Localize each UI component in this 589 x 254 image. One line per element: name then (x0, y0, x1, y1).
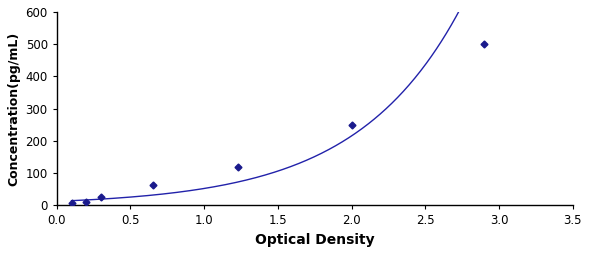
Y-axis label: Concentration(pg/mL): Concentration(pg/mL) (7, 31, 20, 186)
X-axis label: Optical Density: Optical Density (255, 233, 375, 247)
